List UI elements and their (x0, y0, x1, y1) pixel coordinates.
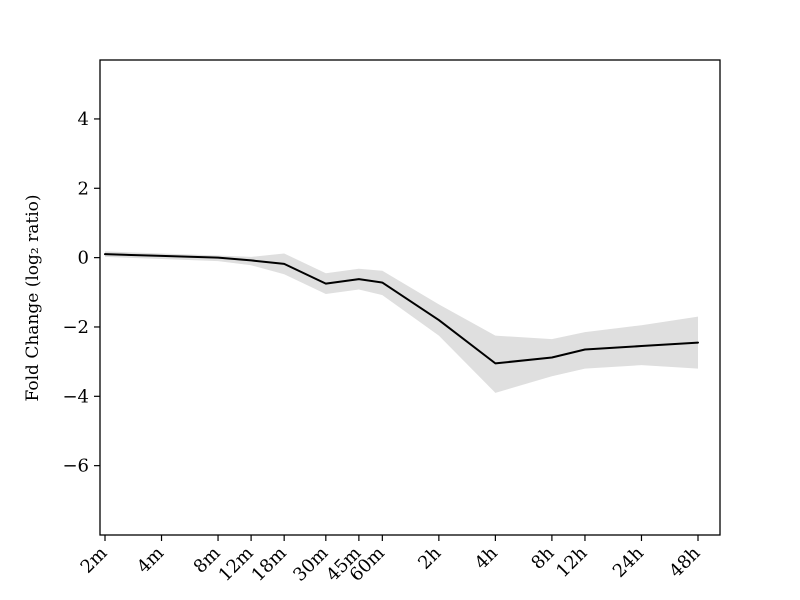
x-tick-label: 18m (248, 543, 291, 586)
y-tick-label: −4 (62, 386, 89, 407)
y-tick-label: 4 (78, 109, 89, 130)
y-tick-label: 0 (78, 248, 89, 269)
y-axis-ticks: −6 −4 −2 0 2 4 (62, 109, 100, 477)
x-tick-label: 2h (414, 542, 445, 573)
x-tick-label: 2m (77, 543, 112, 578)
y-axis-label: Fold Change (log₂ ratio) (23, 194, 43, 401)
x-tick-label: 4h (471, 542, 502, 573)
x-tick-label: 30m (289, 543, 332, 586)
y-tick-label: 2 (78, 178, 89, 199)
x-tick-label: 12m (215, 543, 258, 586)
x-tick-label: 48h (665, 542, 705, 582)
y-tick-label: −2 (62, 317, 89, 338)
plot-border (99, 59, 721, 536)
x-tick-label: 12h (552, 542, 592, 582)
y-tick-label: −6 (62, 456, 89, 477)
x-tick-label: 24h (609, 542, 649, 582)
series-line (104, 253, 699, 365)
data-line (104, 253, 699, 365)
x-tick-label: 4m (133, 543, 168, 578)
